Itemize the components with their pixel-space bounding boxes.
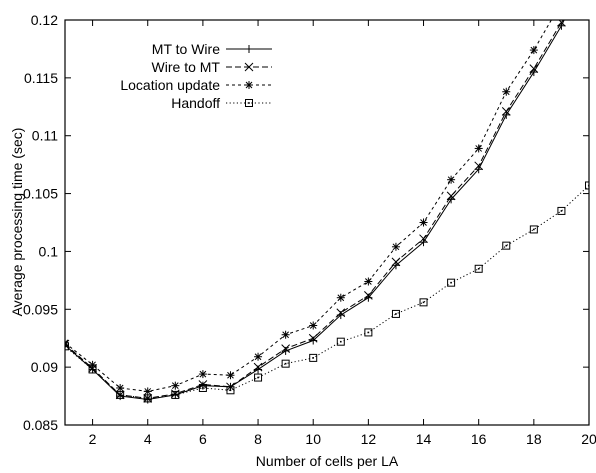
data-point-wire-to-mt: [65, 339, 70, 349]
data-point-handoff: [254, 373, 263, 382]
legend-label-location-update: Location update: [120, 77, 220, 93]
x-tick-label: 12: [361, 431, 377, 447]
legend-label-handoff: Handoff: [171, 95, 220, 111]
data-point-mt-to-wire: [557, 21, 566, 30]
legend-label-wire-to-mt: Wire to MT: [152, 59, 221, 75]
data-point-wire-to-mt: [336, 308, 346, 318]
data-point-wire-to-mt: [308, 333, 318, 343]
series-line-location-update: [65, 20, 552, 392]
data-point-location-update: [419, 218, 428, 227]
data-point-wire-to-mt: [364, 291, 373, 300]
x-tick-label: 16: [471, 431, 487, 447]
y-tick-label: 0.12: [31, 12, 58, 28]
legend-marker-mt-to-wire: [245, 45, 253, 53]
data-point-handoff: [143, 394, 152, 403]
x-tick-label: 2: [89, 431, 97, 447]
data-point-location-update: [198, 370, 207, 379]
x-tick-label: 10: [305, 431, 321, 447]
data-point-location-update: [254, 352, 263, 361]
data-point-wire-to-mt: [391, 257, 401, 267]
y-tick-label: 0.09: [31, 359, 58, 375]
x-axis-label: Number of cells per LA: [256, 453, 399, 469]
data-point-location-update: [171, 381, 180, 390]
data-point-location-update: [474, 144, 483, 153]
series-line-wire-to-mt: [65, 20, 564, 399]
data-point-location-update: [391, 242, 400, 251]
x-tick-label: 20: [581, 431, 596, 447]
data-point-handoff: [391, 309, 400, 318]
data-point-handoff: [88, 365, 97, 374]
series-line-handoff: [65, 185, 589, 399]
data-point-wire-to-mt: [501, 107, 511, 116]
series-group: [65, 0, 589, 404]
data-point-location-update: [529, 46, 538, 55]
data-point-location-update: [447, 175, 456, 184]
y-axis: 0.085 0.09 0.095 0.1 0.105 0.11 0.115 0.12: [23, 12, 589, 433]
data-point-handoff: [336, 337, 345, 346]
y-tick-label: 0.115: [24, 70, 58, 86]
data-point-wire-to-mt: [253, 362, 263, 372]
legend-marker-handoff: [245, 99, 253, 107]
data-point-wire-to-mt: [446, 191, 456, 201]
data-point-wire-to-mt: [419, 234, 428, 244]
x-tick-label: 14: [416, 431, 432, 447]
data-point-location-update: [364, 277, 373, 286]
data-point-handoff: [474, 264, 483, 273]
data-point-handoff: [502, 241, 511, 250]
legend-label-mt-to-wire: MT to Wire: [152, 41, 220, 57]
plot-frame: [64, 19, 590, 426]
y-tick-label: 0.105: [23, 186, 58, 202]
data-point-handoff: [226, 386, 235, 395]
data-point-location-update: [226, 371, 235, 380]
data-point-handoff: [419, 298, 428, 307]
data-point-wire-to-mt: [557, 20, 566, 27]
legend-marker-location-update: [245, 81, 253, 89]
data-point-mt-to-wire: [391, 261, 400, 270]
y-tick-label: 0.085: [23, 417, 58, 433]
data-point-handoff: [198, 383, 207, 392]
x-tick-label: 18: [526, 431, 542, 447]
plot-layer: [65, 0, 589, 404]
data-point-handoff: [309, 353, 318, 362]
data-point-handoff: [529, 225, 538, 234]
data-point-wire-to-mt: [281, 344, 290, 353]
data-point-location-update: [557, 0, 565, 7]
x-axis: 2 4 6 8 10 12 14 16 18 20: [89, 20, 596, 447]
x-tick-label: 8: [254, 431, 262, 447]
data-point-location-update: [143, 387, 152, 396]
data-point-location-update: [309, 321, 318, 330]
y-tick-label: 0.1: [39, 243, 59, 259]
x-tick-label: 4: [144, 431, 152, 447]
legend: MT to Wire Wire to MT Location update Hando…: [120, 41, 272, 111]
data-point-handoff: [447, 278, 456, 287]
legend-marker-wire-to-mt: [244, 62, 254, 72]
data-point-mt-to-wire: [419, 238, 428, 247]
data-point-location-update: [116, 383, 125, 392]
y-axis-label: Average processing time (sec): [9, 128, 25, 317]
data-point-handoff: [557, 206, 566, 215]
data-point-handoff: [116, 390, 125, 399]
data-point-mt-to-wire: [474, 165, 483, 174]
y-tick-label: 0.095: [23, 301, 58, 317]
data-point-location-update: [281, 330, 290, 339]
data-point-handoff: [364, 328, 373, 337]
data-point-location-update: [88, 360, 97, 369]
data-point-location-update: [336, 293, 345, 302]
data-point-location-update: [502, 87, 511, 96]
data-point-wire-to-mt: [529, 64, 539, 73]
series-line-mt-to-wire: [65, 20, 565, 401]
x-tick-label: 6: [199, 431, 207, 447]
y-tick-label: 0.11: [32, 128, 58, 144]
data-point-handoff: [171, 390, 180, 399]
data-point-handoff: [281, 359, 290, 368]
data-point-wire-to-mt: [474, 161, 484, 171]
